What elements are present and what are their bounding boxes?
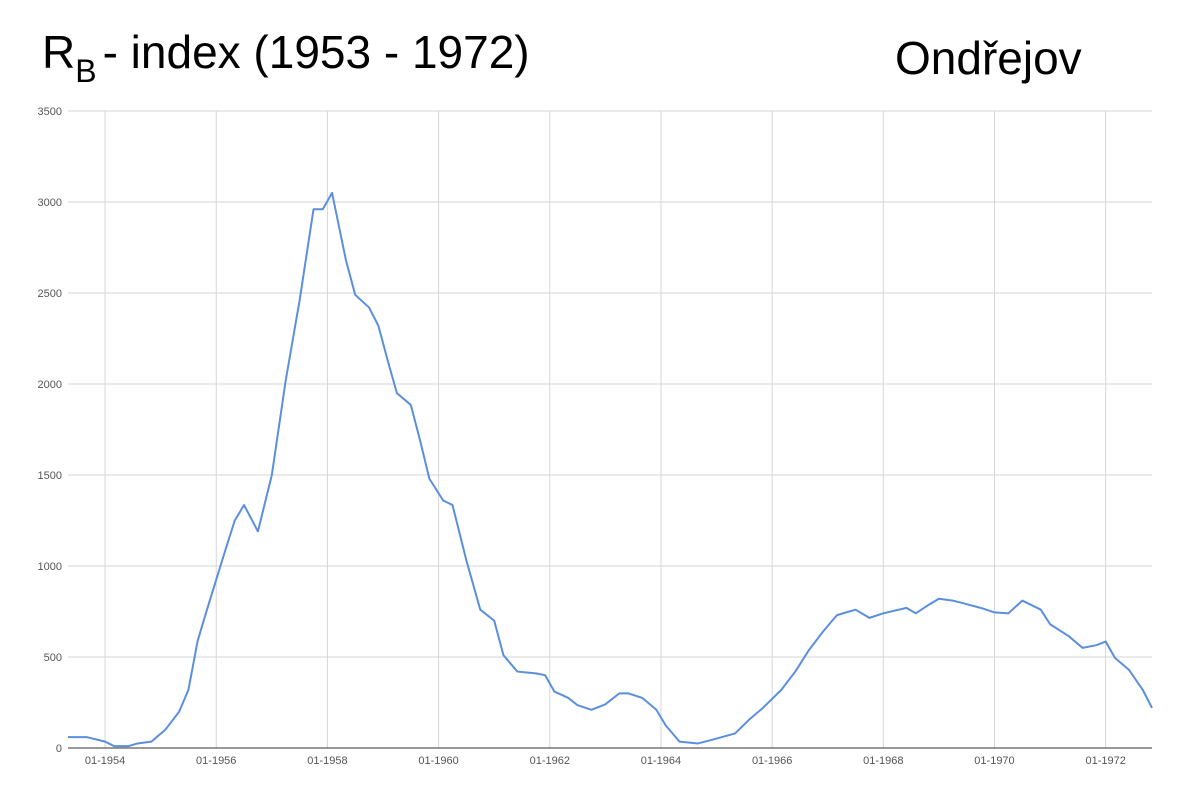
y-tick-label: 2000 — [38, 379, 62, 391]
y-tick-label: 3500 — [38, 106, 62, 118]
y-tick-label: 1000 — [38, 561, 62, 573]
x-tick-label: 01-1970 — [974, 755, 1014, 767]
x-tick-label: 01-1962 — [530, 755, 570, 767]
y-tick-label: 0 — [56, 743, 62, 755]
chart-title: RB - index (1953 - 1972) — [42, 26, 530, 89]
title-main: R — [42, 26, 75, 78]
x-tick-label: 01-1960 — [418, 755, 458, 767]
y-tick-label: 1500 — [38, 470, 62, 482]
y-tick-label: 2500 — [38, 288, 62, 300]
x-tick-label: 01-1958 — [307, 755, 347, 767]
data-line — [68, 191, 1153, 748]
title-subscript: B — [75, 53, 96, 89]
x-tick-label: 01-1956 — [196, 755, 236, 767]
title-rest: - index (1953 - 1972) — [103, 26, 530, 78]
x-tick-label: 01-1954 — [85, 755, 125, 767]
y-tick-label: 3000 — [38, 197, 62, 209]
x-tick-label: 01-1968 — [863, 755, 903, 767]
station-label: Ondřejov — [895, 32, 1082, 84]
x-tick-label: 01-1966 — [752, 755, 792, 767]
x-tick-label: 01-1972 — [1085, 755, 1125, 767]
x-tick-label: 01-1964 — [641, 755, 681, 767]
y-tick-label: 500 — [44, 652, 62, 664]
